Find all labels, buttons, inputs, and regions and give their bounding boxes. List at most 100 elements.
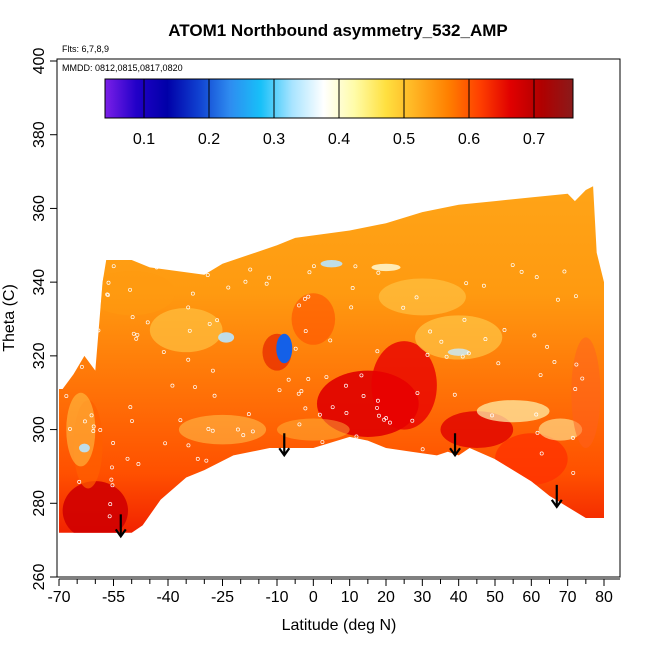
y-axis-label: Theta (C)	[1, 284, 18, 352]
data-point-marker	[299, 389, 304, 394]
field-region	[66, 392, 96, 467]
data-point-marker	[106, 280, 111, 285]
data-point-marker	[458, 485, 463, 490]
data-point-marker	[387, 420, 392, 425]
data-point-marker	[125, 456, 130, 461]
data-point-marker	[79, 364, 84, 369]
data-point-marker	[207, 321, 212, 326]
data-point-marker	[375, 405, 379, 410]
field-region	[371, 263, 401, 272]
data-point-marker	[77, 479, 82, 484]
x-tick-label: -40	[156, 589, 179, 606]
y-tick-label: 320	[31, 342, 48, 369]
colorbar-tick-label: 0.2	[198, 131, 220, 148]
data-point-marker	[515, 512, 520, 517]
data-point-marker	[555, 297, 560, 302]
data-point-marker	[128, 287, 133, 292]
data-point-marker	[226, 285, 231, 290]
data-point-marker	[344, 383, 348, 388]
data-point-marker	[293, 346, 298, 351]
data-point-marker	[483, 484, 488, 489]
data-point-marker	[267, 275, 272, 280]
data-point-marker	[131, 331, 136, 336]
y-tick-label: 360	[31, 195, 48, 222]
data-point-marker	[462, 317, 467, 322]
data-point-marker	[306, 377, 311, 381]
data-point-marker	[163, 441, 168, 446]
y-tick-label: 300	[31, 416, 48, 443]
colorbar-tick-label: 0.1	[133, 131, 155, 148]
x-tick-label: 30	[413, 589, 431, 606]
data-point-marker	[574, 294, 578, 299]
data-point-marker	[358, 513, 363, 518]
data-point-marker	[264, 281, 269, 286]
data-point-marker	[107, 514, 112, 519]
data-point-marker	[195, 456, 200, 461]
x-axis-label: Latitude (deg N)	[282, 617, 397, 634]
data-point-marker	[496, 361, 501, 366]
data-point-marker	[502, 328, 507, 332]
data-point-marker	[532, 333, 537, 338]
y-tick-label: 380	[31, 121, 48, 148]
data-point-marker	[212, 393, 217, 398]
data-point-marker	[444, 354, 449, 359]
flight-arrow	[114, 514, 127, 539]
data-point-marker	[415, 391, 420, 395]
flight-arrows	[114, 433, 563, 539]
data-point-marker	[110, 483, 115, 488]
flights-label: Flts: 6,7,8,9	[62, 44, 109, 54]
data-point-marker	[511, 482, 516, 487]
data-point-marker	[170, 383, 175, 388]
chart-title: ATOM1 Northbound asymmetry_532_AMP	[168, 21, 507, 40]
data-point-marker	[210, 368, 215, 373]
flight-arrow	[278, 433, 291, 458]
data-point-marker	[375, 349, 380, 354]
data-point-marker	[309, 479, 314, 484]
data-point-marker	[153, 510, 158, 515]
data-point-marker	[349, 305, 354, 310]
x-tick-label: 70	[559, 589, 577, 606]
data-point-marker	[311, 264, 316, 269]
data-point-marker	[574, 362, 579, 367]
field-region	[178, 414, 267, 445]
data-point-marker	[366, 464, 371, 469]
data-point-marker	[328, 459, 333, 464]
data-point-marker	[425, 352, 430, 357]
x-tick-label: -25	[211, 589, 234, 606]
data-point-marker	[571, 470, 576, 475]
data-point-marker	[571, 435, 575, 440]
field-region	[277, 418, 350, 441]
data-point-marker	[135, 332, 140, 337]
data-point-marker	[413, 480, 418, 484]
data-point-marker	[82, 419, 87, 424]
field-region	[320, 260, 343, 268]
data-point-marker	[111, 441, 116, 445]
data-point-marker	[330, 405, 335, 410]
data-point-marker	[235, 427, 240, 432]
data-point-marker	[353, 264, 358, 269]
data-point-marker	[68, 324, 73, 329]
data-point-marker	[186, 305, 191, 310]
data-point-marker	[297, 422, 302, 427]
data-point-marker	[452, 392, 457, 397]
data-point-marker	[541, 492, 546, 497]
data-point-marker	[68, 426, 72, 431]
dates-label: MMDD: 0812,0815,0817,0820	[62, 63, 183, 73]
data-point-marker	[193, 385, 197, 390]
colorbar-tick-label: 0.5	[393, 131, 415, 148]
x-tick-label: -10	[265, 589, 288, 606]
data-point-marker	[510, 263, 515, 268]
x-tick-label: 80	[595, 589, 613, 606]
flight-arrow	[550, 484, 563, 509]
data-point-marker	[302, 296, 307, 301]
field-region	[447, 348, 470, 356]
data-point-marker	[297, 303, 302, 308]
data-point-marker	[152, 518, 157, 523]
data-point-marker	[278, 491, 283, 496]
data-point-marker	[350, 506, 355, 511]
data-point-marker	[420, 479, 425, 483]
data-point-marker	[306, 294, 311, 299]
data-point-marker	[247, 459, 252, 464]
y-tick-label: 400	[31, 48, 48, 75]
